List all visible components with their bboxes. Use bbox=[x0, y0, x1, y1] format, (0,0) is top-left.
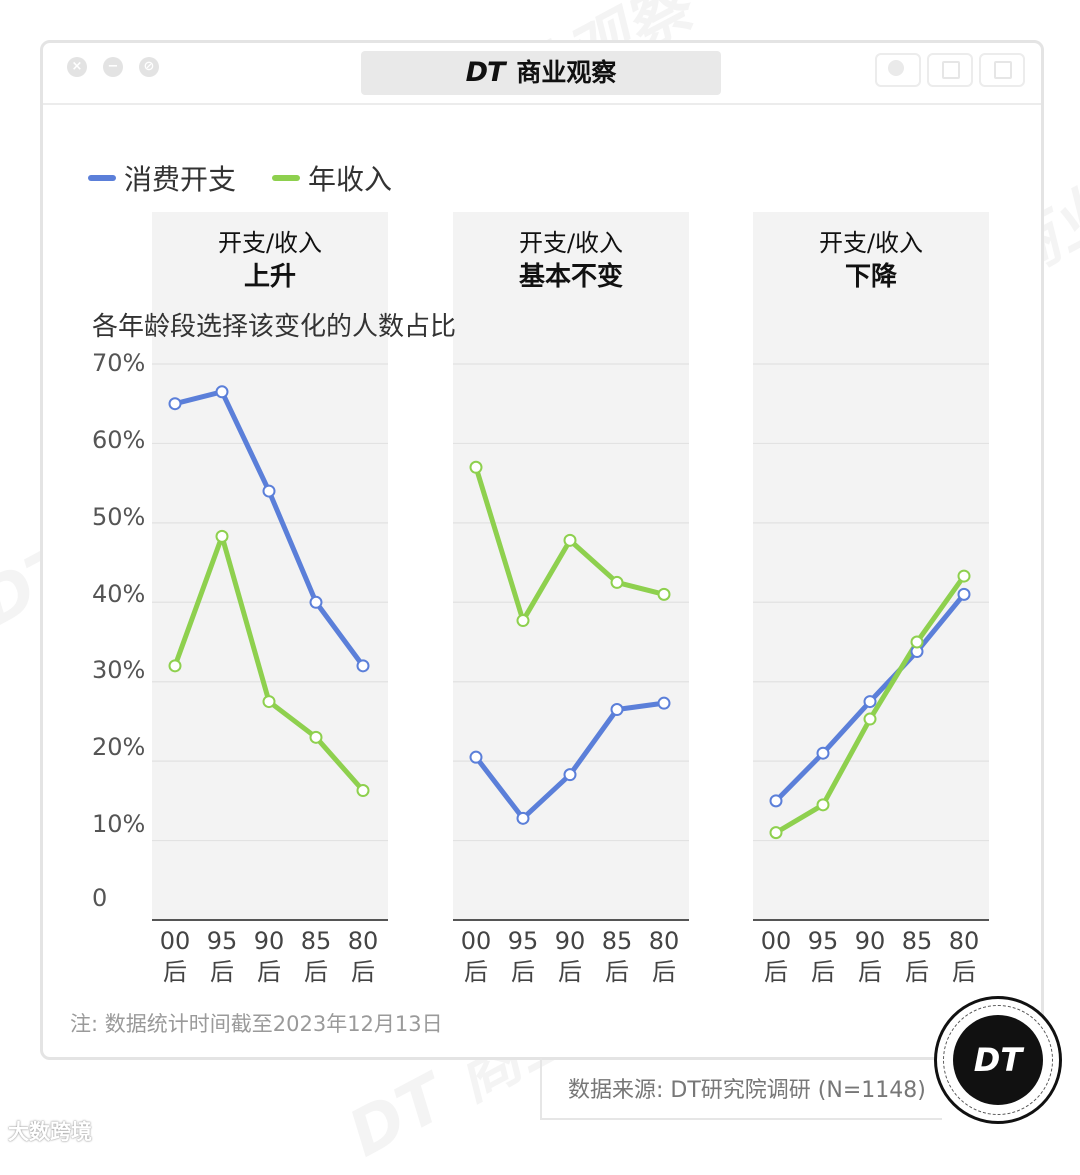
legend-item-spending: 消费开支 bbox=[88, 158, 236, 198]
copy-button[interactable] bbox=[979, 53, 1025, 87]
data-point-income bbox=[516, 614, 530, 628]
x-tick-label: 95 后 bbox=[807, 927, 839, 986]
x-tick-label: 00 后 bbox=[159, 927, 191, 986]
y-tick-label: 60% bbox=[92, 426, 146, 454]
data-point-income bbox=[563, 533, 577, 547]
badge-logo: DT bbox=[953, 1015, 1043, 1105]
y-tick-label: 50% bbox=[92, 503, 146, 531]
data-point-income bbox=[215, 529, 229, 543]
y-tick-label: 30% bbox=[92, 656, 146, 684]
y-tick-label: 20% bbox=[92, 733, 146, 761]
copy-icon bbox=[994, 61, 1012, 79]
data-point-income bbox=[610, 575, 624, 589]
chart-legend: 消费开支 年收入 bbox=[88, 158, 428, 198]
x-tick-label: 80 后 bbox=[347, 927, 379, 986]
data-point-spending bbox=[309, 595, 323, 609]
data-point-spending bbox=[816, 746, 830, 760]
data-point-income bbox=[816, 798, 830, 812]
data-point-income bbox=[910, 635, 924, 649]
x-tick-label: 90 后 bbox=[854, 927, 886, 986]
close-icon[interactable]: × bbox=[67, 57, 87, 77]
data-point-spending bbox=[516, 811, 530, 825]
legend-swatch bbox=[272, 175, 301, 181]
x-tick-label: 85 后 bbox=[601, 927, 633, 986]
share-icon bbox=[942, 61, 960, 79]
legend-label: 年收入 bbox=[308, 163, 393, 196]
data-source: 数据来源: DT研究院调研 (N=1148) bbox=[568, 1078, 926, 1103]
data-point-spending bbox=[168, 397, 182, 411]
data-point-income bbox=[957, 569, 971, 583]
window-title: DT 商业观察 bbox=[361, 51, 721, 95]
data-point-income bbox=[168, 659, 182, 673]
dt-badge: DT bbox=[934, 996, 1062, 1124]
data-point-income bbox=[356, 784, 370, 798]
data-point-income bbox=[262, 695, 276, 709]
brand-watermark: 大数跨境 bbox=[8, 1120, 92, 1144]
minimize-icon[interactable]: − bbox=[103, 57, 123, 77]
panel-title-line1: 开支/收入 bbox=[518, 229, 624, 257]
x-tick-label: 00 后 bbox=[760, 927, 792, 986]
panel-title-line1: 开支/收入 bbox=[217, 229, 323, 257]
x-tick-label: 00 后 bbox=[460, 927, 492, 986]
data-point-spending bbox=[215, 385, 229, 399]
x-tick-label: 85 后 bbox=[300, 927, 332, 986]
panel-title-line2: 下降 bbox=[844, 262, 897, 292]
data-point-spending bbox=[356, 659, 370, 673]
y-tick-label: 10% bbox=[92, 810, 146, 838]
panel-title: 开支/收入 下降 bbox=[753, 226, 989, 294]
legend-swatch bbox=[88, 175, 116, 181]
data-point-spending bbox=[563, 768, 577, 782]
data-point-spending bbox=[262, 484, 276, 498]
x-tick-label: 85 后 bbox=[901, 927, 933, 986]
data-point-spending bbox=[610, 703, 624, 717]
data-point-income bbox=[657, 587, 671, 601]
y-tick-label: 0 bbox=[92, 884, 108, 912]
title-text: 商业观察 bbox=[516, 58, 617, 87]
x-tick-label: 80 后 bbox=[648, 927, 680, 986]
data-point-spending bbox=[957, 587, 971, 601]
panel-background bbox=[453, 212, 689, 920]
y-axis-caption: 各年龄段选择该变化的人数占比 bbox=[92, 312, 457, 342]
dt-logo: DT bbox=[465, 57, 506, 88]
legend-label: 消费开支 bbox=[124, 163, 237, 196]
data-point-spending bbox=[657, 696, 671, 710]
badge-ring bbox=[943, 1005, 1053, 1115]
y-tick-label: 70% bbox=[92, 349, 146, 377]
panel-title-line2: 基本不变 bbox=[518, 262, 623, 292]
block-icon[interactable]: ⊘ bbox=[139, 57, 159, 77]
series-line-income bbox=[172, 533, 366, 794]
data-point-income bbox=[309, 730, 323, 744]
x-tick-label: 80 后 bbox=[948, 927, 980, 986]
data-point-spending bbox=[469, 750, 483, 764]
record-button[interactable] bbox=[875, 53, 921, 87]
x-tick-label: 90 后 bbox=[554, 927, 586, 986]
data-point-spending bbox=[769, 794, 783, 808]
data-point-income bbox=[769, 826, 783, 840]
panel-title: 开支/收入 上升 bbox=[152, 226, 388, 294]
legend-item-income: 年收入 bbox=[272, 158, 392, 198]
x-tick-label: 95 后 bbox=[206, 927, 238, 986]
x-tick-label: 95 后 bbox=[507, 927, 539, 986]
series-line-spending bbox=[172, 389, 366, 669]
panel-title: 开支/收入 基本不变 bbox=[453, 226, 689, 294]
y-tick-label: 40% bbox=[92, 580, 146, 608]
x-tick-label: 90 后 bbox=[253, 927, 285, 986]
share-button[interactable] bbox=[927, 53, 973, 87]
source-box bbox=[540, 1058, 942, 1120]
data-point-income bbox=[863, 712, 877, 726]
panel-background bbox=[753, 212, 989, 920]
panel-title-line2: 上升 bbox=[243, 262, 296, 292]
panel-title-line1: 开支/收入 bbox=[818, 229, 924, 257]
record-icon bbox=[888, 60, 904, 76]
panel-background bbox=[152, 212, 388, 920]
footnote: 注: 数据统计时间截至2023年12月13日 bbox=[70, 1012, 443, 1036]
line-chart bbox=[152, 363, 989, 921]
data-point-spending bbox=[863, 695, 877, 709]
data-point-income bbox=[469, 460, 483, 474]
title-bar: × − ⊘ DT 商业观察 bbox=[43, 43, 1041, 105]
